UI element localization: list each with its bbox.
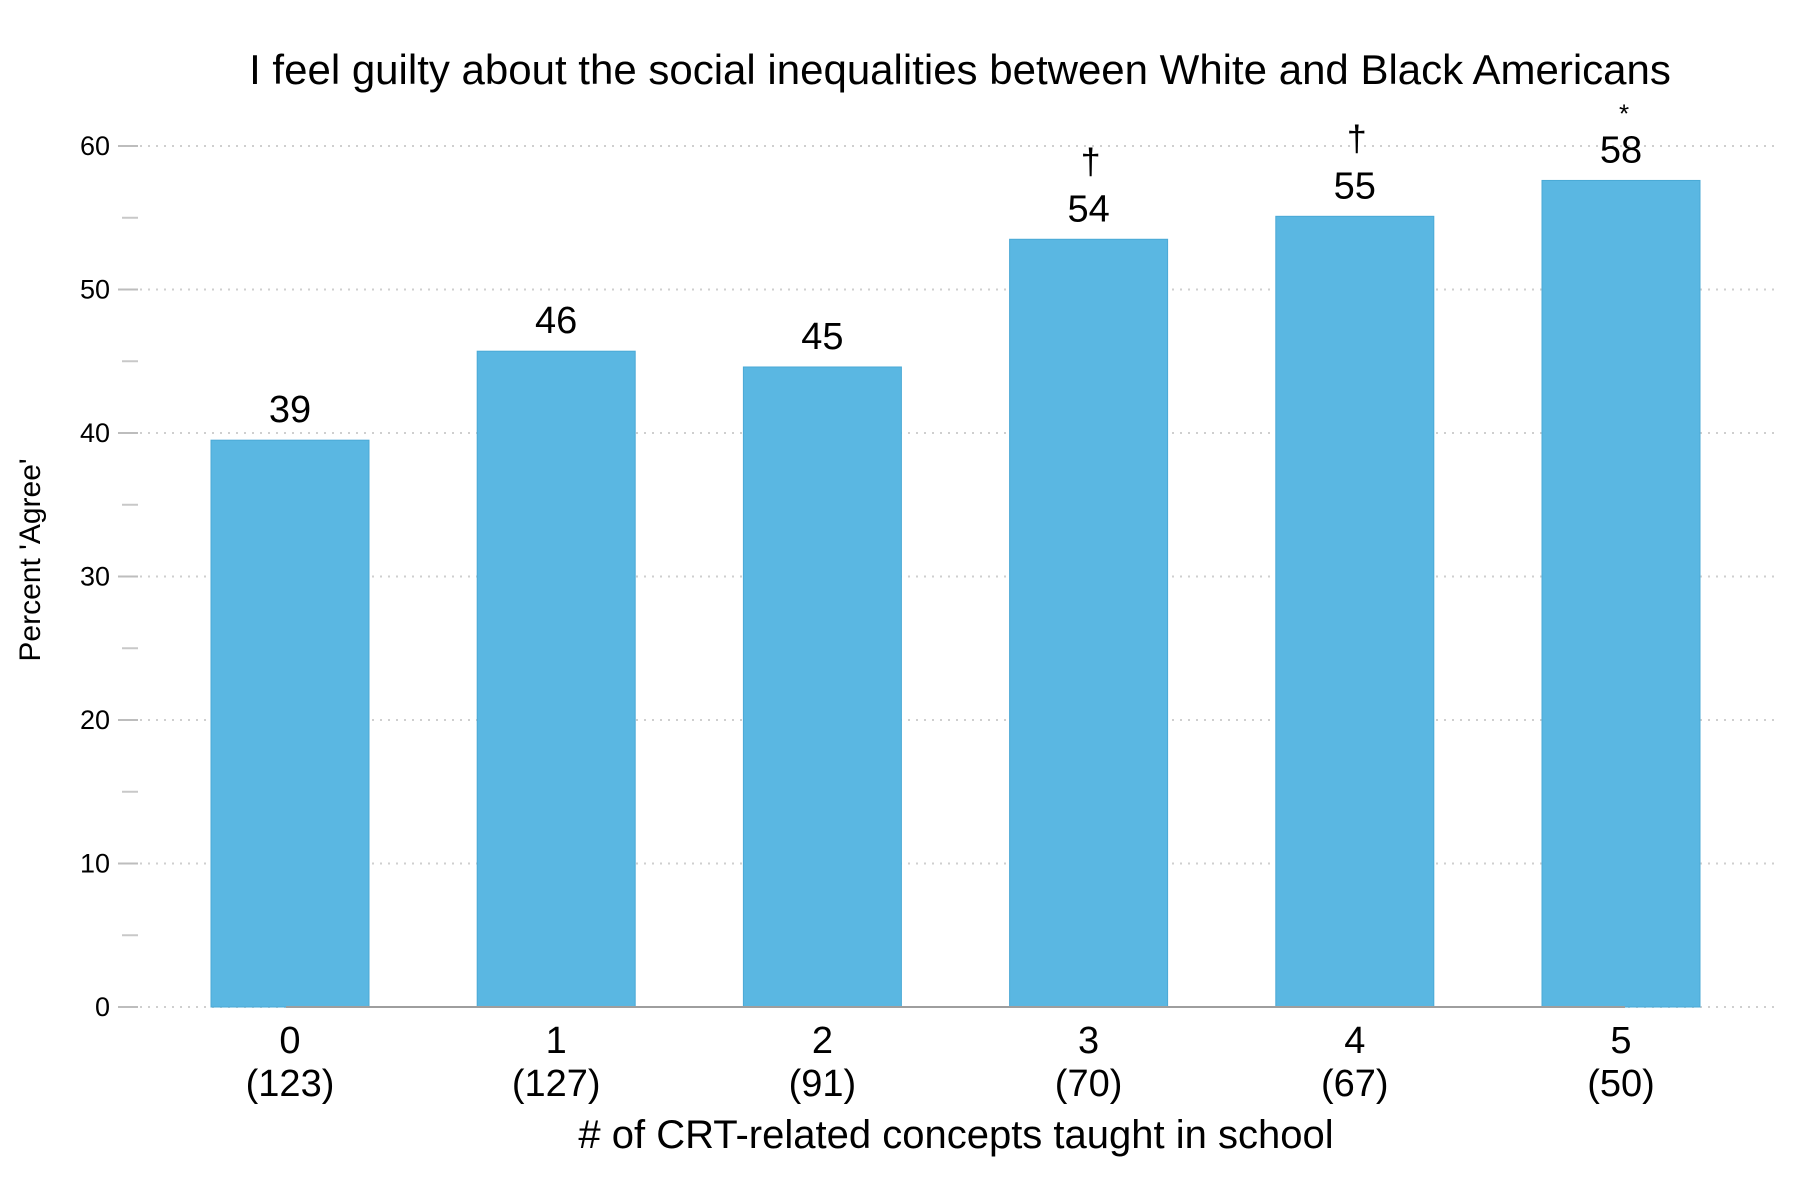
- data-label: 55: [1334, 165, 1376, 207]
- significance-mark: †: [1081, 140, 1101, 181]
- data-label: 46: [535, 300, 577, 342]
- chart-title: I feel guilty about the social inequalit…: [249, 46, 1671, 93]
- x-tick-count-label: (123): [246, 1063, 335, 1105]
- y-tick-label: 30: [80, 562, 110, 592]
- x-tick-label: 5: [1610, 1020, 1631, 1062]
- y-tick-label: 50: [80, 275, 110, 305]
- y-tick-label: 20: [80, 705, 110, 735]
- x-tick-label: 0: [279, 1020, 300, 1062]
- x-tick-label: 3: [1078, 1020, 1099, 1062]
- x-tick-count-label: (50): [1587, 1063, 1655, 1105]
- data-label: 45: [801, 316, 843, 358]
- bar: [1009, 238, 1169, 1008]
- bar: [1275, 215, 1435, 1008]
- gridlines: [140, 145, 1775, 1008]
- bar: [1541, 179, 1701, 1008]
- y-tick-label: 60: [80, 131, 110, 161]
- bar: [742, 366, 902, 1008]
- significance-mark: †: [1347, 117, 1367, 158]
- axes: 0 10 20 30 40 50 60: [80, 131, 1625, 1022]
- data-label: 39: [269, 389, 311, 431]
- significance-mark: *: [1619, 98, 1629, 128]
- bar: [476, 350, 636, 1008]
- data-label: 58: [1600, 129, 1642, 171]
- x-tick-label: 2: [812, 1020, 833, 1062]
- x-tick-label: 1: [546, 1020, 567, 1062]
- x-tick-count-label: (127): [512, 1063, 601, 1105]
- x-tick-count-label: (91): [789, 1063, 857, 1105]
- y-tick-label: 0: [95, 992, 110, 1022]
- y-tick-label: 40: [80, 418, 110, 448]
- y-axis-label: Percent 'Agree': [14, 458, 47, 661]
- x-axis-label: # of CRT-related concepts taught in scho…: [578, 1113, 1333, 1157]
- bar: [210, 439, 370, 1008]
- y-tick-label: 10: [80, 849, 110, 879]
- x-tick-count-label: (70): [1055, 1063, 1123, 1105]
- data-label: 54: [1067, 188, 1109, 230]
- bars: [210, 179, 1701, 1008]
- x-tick-count-label: (67): [1321, 1063, 1389, 1105]
- x-tick-label: 4: [1344, 1020, 1365, 1062]
- data-labels: 39 0(123) 46 1(127) 45 2(91) 54 † 3(70) 55 † 4(67) 5…: [246, 98, 1655, 1105]
